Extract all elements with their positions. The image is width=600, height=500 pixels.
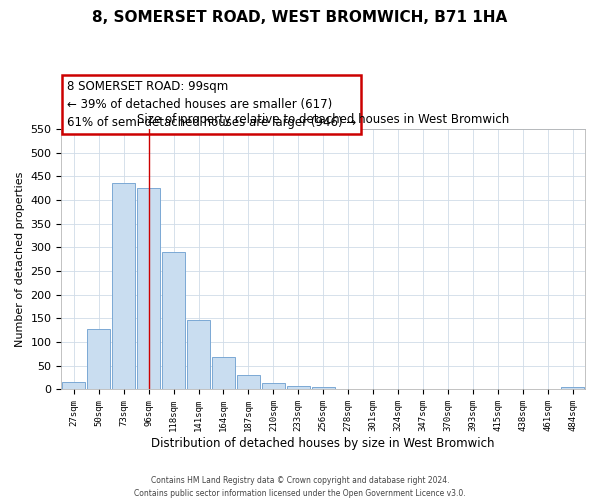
Y-axis label: Number of detached properties: Number of detached properties — [15, 172, 25, 347]
Bar — [312, 387, 335, 390]
Bar — [112, 182, 135, 390]
Text: 8, SOMERSET ROAD, WEST BROMWICH, B71 1HA: 8, SOMERSET ROAD, WEST BROMWICH, B71 1HA — [92, 10, 508, 25]
Bar — [212, 358, 235, 390]
Bar — [187, 320, 210, 390]
Text: 8 SOMERSET ROAD: 99sqm
← 39% of detached houses are smaller (617)
61% of semi-de: 8 SOMERSET ROAD: 99sqm ← 39% of detached… — [67, 80, 356, 129]
X-axis label: Distribution of detached houses by size in West Bromwich: Distribution of detached houses by size … — [151, 437, 495, 450]
Bar — [137, 188, 160, 390]
Bar — [237, 376, 260, 390]
Bar — [88, 329, 110, 390]
Bar — [561, 387, 584, 390]
Bar — [162, 252, 185, 390]
Text: Contains HM Land Registry data © Crown copyright and database right 2024.
Contai: Contains HM Land Registry data © Crown c… — [134, 476, 466, 498]
Bar — [62, 382, 85, 390]
Bar — [287, 386, 310, 390]
Bar — [262, 384, 285, 390]
Title: Size of property relative to detached houses in West Bromwich: Size of property relative to detached ho… — [137, 114, 509, 126]
